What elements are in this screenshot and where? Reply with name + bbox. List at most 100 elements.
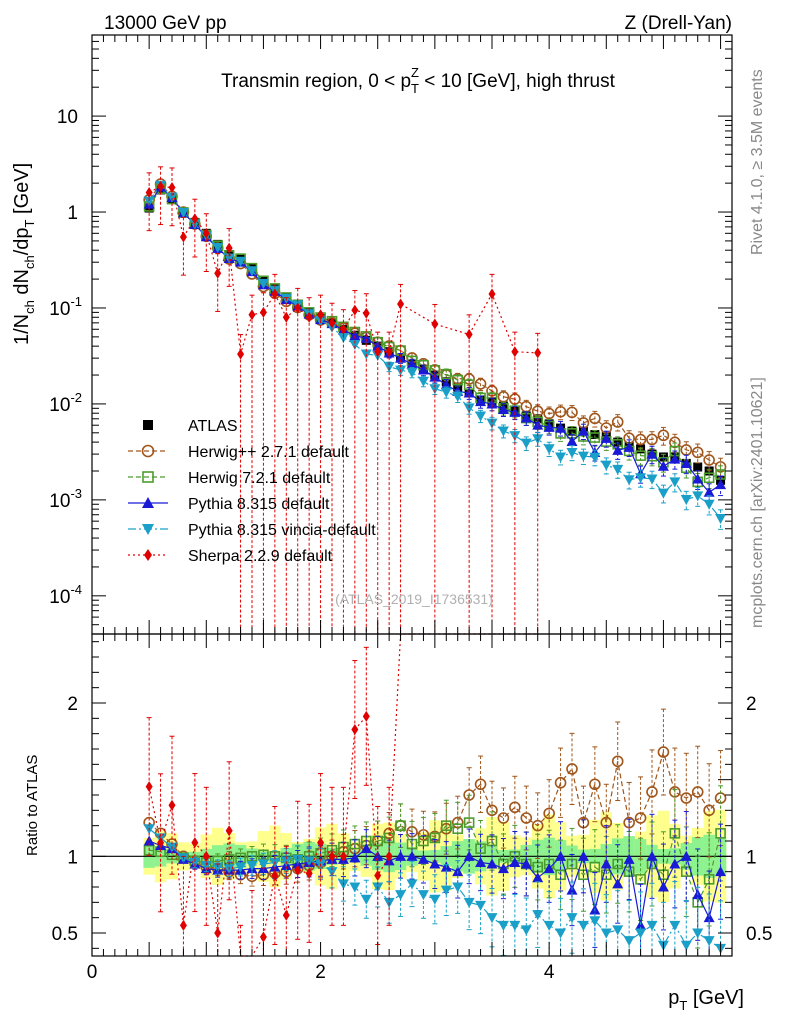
point-main [600,460,612,471]
point-main [635,450,646,461]
legend-marker [142,524,154,535]
point-main [511,346,519,358]
point-main [669,453,681,464]
legend-marker [141,444,155,458]
point-main [440,387,452,398]
point-ratio [349,852,361,863]
point-ratio [703,912,715,923]
point-ratio [395,890,407,901]
point-ratio [406,850,418,861]
point-main [440,379,452,390]
point-main [385,346,393,358]
point-ratio [589,861,601,873]
title-pre: Transmin region, 0 < p [221,71,411,92]
ratio-panel [92,633,732,957]
point-main [235,256,247,267]
y-tick-base: 10 [57,107,78,128]
point-main [646,474,658,485]
xlabel-post: [GeV] [687,987,744,1009]
point-main [543,444,555,455]
point-main [623,475,635,486]
point-ratio [360,894,372,905]
point-ratio [520,925,532,936]
atlas-point [590,430,600,440]
point-main [317,309,325,321]
point-ratio [657,881,669,892]
point-ratio [463,850,475,861]
point-ratio [360,843,372,854]
y-tick-exp: -3 [70,486,82,501]
y-tick-label-main: 10 [57,107,78,128]
point-ratio [566,763,578,775]
point-main [646,433,658,446]
point-main [463,373,475,385]
legend-marker [144,549,152,561]
point-main [566,436,578,447]
point-main [691,446,704,459]
y-tick-exp: -1 [70,294,82,309]
point-ratio [225,825,233,837]
point-main [351,304,359,316]
x-axis-label: pT [GeV] [668,987,744,1013]
y-tick-label-ratio: 0.5 [52,924,78,945]
chart-title: Transmin region, 0 < pTZ < 10 [GeV], hig… [221,65,615,96]
point-main [271,288,279,300]
point-ratio [452,823,464,835]
y-tick-label-ratio: 1 [67,847,78,868]
point-main [611,416,624,428]
point-ratio [555,850,567,861]
point-ratio [235,862,247,873]
point-ratio [326,867,338,878]
point-ratio [486,804,498,817]
y-tick-label-ratio-right: 0.5 [746,924,772,945]
point-main [168,182,176,194]
point-main [703,486,715,497]
point-ratio [623,853,635,864]
y-tick-label-main: 10-4 [49,582,82,608]
point-main [246,266,258,277]
x-tick-label: 0 [87,962,98,983]
point-ratio [680,940,692,951]
main-panel [143,166,727,635]
point-main [600,432,612,443]
point-main [374,346,382,358]
point-main [179,231,187,243]
point-ratio [531,819,544,832]
point-ratio [577,850,589,861]
point-ratio [669,920,681,931]
point-main [305,311,313,323]
point-main [145,186,153,198]
point-ratio [351,724,359,736]
xlabel-sub: T [679,998,687,1013]
point-ratio [339,850,347,862]
point-ratio [657,746,670,758]
point-ratio [623,816,635,829]
point-ratio [317,837,325,849]
point-main [452,391,464,402]
point-main [715,513,727,524]
point-main [349,340,361,351]
ratio-axis-label: Ratio to ATLAS [24,755,41,856]
point-main [612,444,624,455]
point-main [282,311,290,323]
point-main [543,407,555,420]
point-ratio [168,799,176,811]
point-ratio [271,870,279,881]
point-main [257,278,269,289]
point-ratio [554,776,567,789]
y-tick-label-ratio-right: 2 [746,694,757,715]
legend-label: Herwig 7.2.1 default [188,470,331,487]
point-main [680,495,692,506]
point-ratio [191,837,199,849]
series-line-main [148,185,538,355]
point-main [465,328,473,340]
point-ratio [202,850,210,862]
point-ratio [282,909,290,921]
point-ratio [372,850,384,861]
point-ratio [259,931,267,943]
point-main [669,477,681,488]
point-ratio [497,920,509,931]
point-main [703,499,715,510]
y-tick-label-ratio-right: 1 [746,847,757,868]
point-main [431,318,439,330]
